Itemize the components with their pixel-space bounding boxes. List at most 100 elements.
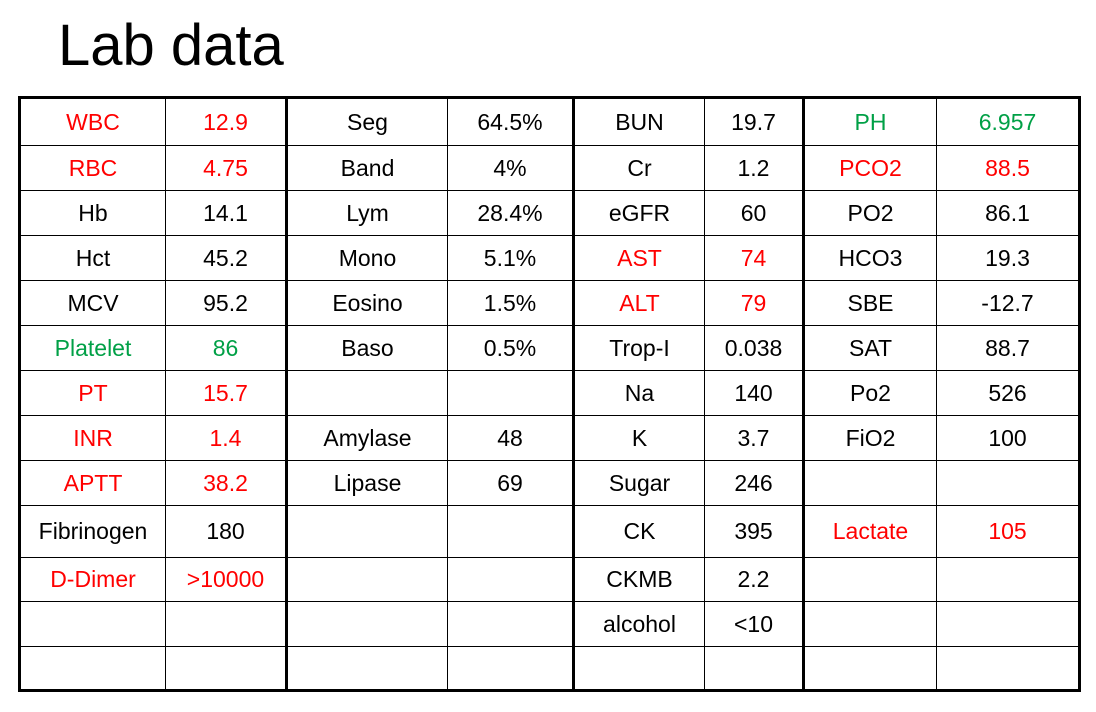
lab-test-value-cell (936, 646, 1080, 691)
lab-test-value-cell: 88.5 (936, 145, 1080, 191)
lab-test-name-cell: Eosino (285, 280, 448, 326)
lab-test-value-cell: 5.1% (447, 235, 574, 281)
lab-test-name-cell: Band (285, 145, 448, 191)
lab-test-name-cell: Amylase (285, 415, 448, 461)
table-row: Platelet 86 Baso 0.5% Trop-I 0.038 SAT 88.7 (19, 325, 1080, 371)
lab-test-name-cell: Seg (285, 97, 448, 146)
lab-test-name-cell: Sugar (572, 460, 705, 506)
lab-test-value-cell (936, 601, 1080, 647)
lab-test-name-cell: FiO2 (802, 415, 937, 461)
lab-test-name-cell: alcohol (572, 601, 705, 647)
lab-test-value-cell: 86.1 (936, 190, 1080, 236)
lab-test-value-cell: 0.038 (704, 325, 804, 371)
lab-test-name-cell: RBC (19, 145, 166, 191)
lab-test-value-cell (165, 601, 287, 647)
lab-test-name-cell (285, 505, 448, 558)
table-row: Hb 14.1 Lym 28.4% eGFR 60 PO2 86.1 (19, 190, 1080, 236)
lab-test-name-cell: Po2 (802, 370, 937, 416)
lab-test-name-cell: AST (572, 235, 705, 281)
lab-test-value-cell: 180 (165, 505, 287, 558)
lab-test-name-cell (802, 646, 937, 691)
lab-test-name-cell: PH (802, 97, 937, 146)
table-row: RBC 4.75 Band 4% Cr 1.2 PCO2 88.5 (19, 145, 1080, 191)
lab-test-name-cell: Lactate (802, 505, 937, 558)
lab-test-name-cell: PT (19, 370, 166, 416)
lab-test-name-cell: Lipase (285, 460, 448, 506)
lab-test-value-cell: 246 (704, 460, 804, 506)
lab-test-name-cell: BUN (572, 97, 705, 146)
table-row: APTT 38.2 Lipase 69 Sugar 246 (19, 460, 1080, 506)
lab-data-table: WBC 12.9 Seg 64.5% BUN 19.7 PH 6.957 RBC 4.75 Band… (18, 96, 1081, 692)
lab-test-value-cell: 79 (704, 280, 804, 326)
lab-test-name-cell: Baso (285, 325, 448, 371)
lab-test-name-cell: K (572, 415, 705, 461)
page-title: Lab data (58, 13, 284, 78)
lab-test-name-cell: HCO3 (802, 235, 937, 281)
lab-test-value-cell: 140 (704, 370, 804, 416)
lab-test-value-cell: 12.9 (165, 97, 287, 146)
lab-test-value-cell (936, 460, 1080, 506)
lab-test-value-cell: 74 (704, 235, 804, 281)
lab-test-value-cell: 526 (936, 370, 1080, 416)
lab-test-name-cell: Hb (19, 190, 166, 236)
lab-test-name-cell: D-Dimer (19, 557, 166, 602)
lab-data-table-body: WBC 12.9 Seg 64.5% BUN 19.7 PH 6.957 RBC 4.75 Band… (19, 97, 1080, 691)
lab-test-value-cell: 3.7 (704, 415, 804, 461)
lab-test-name-cell: PCO2 (802, 145, 937, 191)
lab-test-name-cell: Hct (19, 235, 166, 281)
lab-test-value-cell (447, 370, 574, 416)
lab-test-value-cell: 19.3 (936, 235, 1080, 281)
lab-test-value-cell: 4.75 (165, 145, 287, 191)
lab-test-value-cell: <10 (704, 601, 804, 647)
lab-test-value-cell: 86 (165, 325, 287, 371)
lab-test-name-cell (802, 601, 937, 647)
lab-test-name-cell: Fibrinogen (19, 505, 166, 558)
lab-test-name-cell (19, 646, 166, 691)
lab-test-value-cell: 48 (447, 415, 574, 461)
lab-test-name-cell: Cr (572, 145, 705, 191)
lab-test-name-cell: CK (572, 505, 705, 558)
lab-test-name-cell (285, 370, 448, 416)
lab-test-value-cell: 14.1 (165, 190, 287, 236)
table-row: WBC 12.9 Seg 64.5% BUN 19.7 PH 6.957 (19, 97, 1080, 146)
lab-test-name-cell: Trop-I (572, 325, 705, 371)
lab-test-name-cell: INR (19, 415, 166, 461)
table-row: Fibrinogen 180 CK 395 Lactate 105 (19, 505, 1080, 558)
table-row: D-Dimer >10000 CKMB 2.2 (19, 557, 1080, 602)
lab-test-name-cell: PO2 (802, 190, 937, 236)
table-row: alcohol <10 (19, 601, 1080, 647)
lab-test-value-cell (447, 557, 574, 602)
lab-test-value-cell: 4% (447, 145, 574, 191)
lab-test-value-cell (704, 646, 804, 691)
lab-test-value-cell: 100 (936, 415, 1080, 461)
lab-test-value-cell: 105 (936, 505, 1080, 558)
lab-test-name-cell (285, 646, 448, 691)
lab-test-name-cell: ALT (572, 280, 705, 326)
lab-test-value-cell: 64.5% (447, 97, 574, 146)
lab-test-name-cell: Na (572, 370, 705, 416)
lab-test-name-cell: Platelet (19, 325, 166, 371)
lab-test-name-cell: APTT (19, 460, 166, 506)
lab-test-value-cell: 28.4% (447, 190, 574, 236)
lab-test-value-cell: 69 (447, 460, 574, 506)
lab-test-value-cell: 6.957 (936, 97, 1080, 146)
lab-test-name-cell: Lym (285, 190, 448, 236)
lab-test-name-cell: MCV (19, 280, 166, 326)
lab-test-name-cell: WBC (19, 97, 166, 146)
table-row: INR 1.4 Amylase 48 K 3.7 FiO2 100 (19, 415, 1080, 461)
table-row (19, 646, 1080, 691)
lab-test-name-cell (19, 601, 166, 647)
lab-test-value-cell: 1.2 (704, 145, 804, 191)
lab-test-name-cell (802, 460, 937, 506)
lab-test-name-cell: SAT (802, 325, 937, 371)
lab-test-value-cell: 38.2 (165, 460, 287, 506)
lab-test-value-cell: 88.7 (936, 325, 1080, 371)
lab-test-value-cell (447, 505, 574, 558)
lab-test-value-cell: 15.7 (165, 370, 287, 416)
lab-test-value-cell: 2.2 (704, 557, 804, 602)
lab-test-value-cell: 95.2 (165, 280, 287, 326)
lab-test-value-cell: >10000 (165, 557, 287, 602)
table-row: MCV 95.2 Eosino 1.5% ALT 79 SBE -12.7 (19, 280, 1080, 326)
lab-test-name-cell: eGFR (572, 190, 705, 236)
lab-test-name-cell (572, 646, 705, 691)
